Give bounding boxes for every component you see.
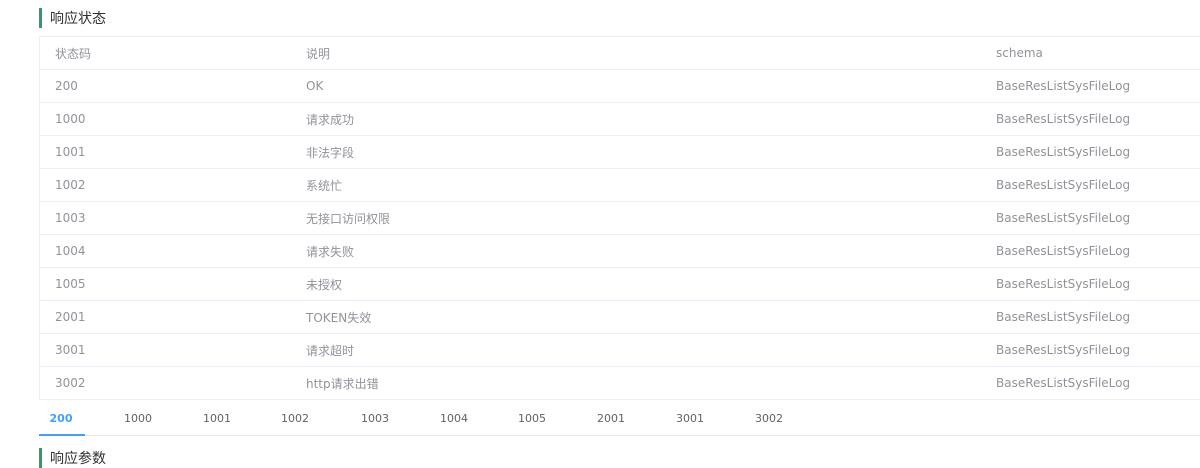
response-code-tabs: 200 1000 1001 1002 1003 1004 1005 2001 3001 3002 <box>39 400 1200 436</box>
schema-cell[interactable]: BaseResListSysFileLog <box>996 343 1131 357</box>
description-cell: 请求失败 <box>306 244 355 259</box>
status-code-cell: 1001 <box>55 145 86 159</box>
description-cell: 非法字段 <box>306 145 355 160</box>
table-row: 1005 未授权 BaseResListSysFileLog <box>40 268 1200 301</box>
tab-1005[interactable]: 1005 <box>518 411 546 425</box>
table-row: 2001 TOKEN失效 BaseResListSysFileLog <box>40 301 1200 334</box>
description-cell: 系统忙 <box>306 178 343 193</box>
response-status-title: 响应状态 <box>50 11 106 27</box>
table-row: 3001 请求超时 BaseResListSysFileLog <box>40 334 1200 367</box>
description-cell: 无接口访问权限 <box>306 211 391 226</box>
status-code-cell: 2001 <box>55 310 86 324</box>
status-code-cell: 3002 <box>55 376 86 390</box>
description-cell: http请求出错 <box>306 376 379 391</box>
status-code-cell: 1002 <box>55 178 86 192</box>
description-cell: OK <box>306 79 324 93</box>
schema-cell[interactable]: BaseResListSysFileLog <box>996 244 1131 258</box>
schema-cell[interactable]: BaseResListSysFileLog <box>996 310 1131 324</box>
status-code-cell: 1003 <box>55 211 86 225</box>
status-code-cell: 200 <box>55 79 78 93</box>
column-header-description: 说明 <box>306 46 331 61</box>
status-code-cell: 3001 <box>55 343 86 357</box>
table-row: 1004 请求失败 BaseResListSysFileLog <box>40 235 1200 268</box>
status-code-cell: 1004 <box>55 244 86 258</box>
tab-3002[interactable]: 3002 <box>755 411 783 425</box>
table-row: 3002 http请求出错 BaseResListSysFileLog <box>40 367 1200 400</box>
column-header-status-code: 状态码 <box>55 46 92 61</box>
tab-1004[interactable]: 1004 <box>440 411 468 425</box>
tab-3001[interactable]: 3001 <box>676 411 704 425</box>
schema-cell[interactable]: BaseResListSysFileLog <box>996 79 1131 93</box>
tab-2001[interactable]: 2001 <box>597 411 625 425</box>
table-row: 200 OK BaseResListSysFileLog <box>40 70 1200 103</box>
schema-cell[interactable]: BaseResListSysFileLog <box>996 376 1131 390</box>
table-row: 1000 请求成功 BaseResListSysFileLog <box>40 103 1200 136</box>
table-row: 1001 非法字段 BaseResListSysFileLog <box>40 136 1200 169</box>
description-cell: TOKEN失效 <box>306 310 372 325</box>
status-code-cell: 1005 <box>55 277 86 291</box>
schema-cell[interactable]: BaseResListSysFileLog <box>996 211 1131 225</box>
status-code-cell: 1000 <box>55 112 86 126</box>
active-tab-indicator <box>39 434 85 436</box>
tab-1003[interactable]: 1003 <box>361 411 389 425</box>
tab-1000[interactable]: 1000 <box>124 411 152 425</box>
table-header-row: 状态码 说明 schema <box>40 37 1200 70</box>
column-header-schema: schema <box>996 46 1043 60</box>
table-body: 200 OK BaseResListSysFileLog 1000 请求成功 BaseRe… <box>40 70 1200 400</box>
schema-cell[interactable]: BaseResListSysFileLog <box>996 277 1131 291</box>
response-params-title: 响应参数 <box>50 451 106 467</box>
schema-cell[interactable]: BaseResListSysFileLog <box>996 112 1131 126</box>
schema-cell[interactable]: BaseResListSysFileLog <box>996 145 1131 159</box>
response-params-heading: 响应参数 <box>39 448 106 468</box>
response-status-table: 状态码 说明 schema 200 OK BaseResListSysFileLog… <box>39 36 1200 400</box>
tab-1002[interactable]: 1002 <box>281 411 309 425</box>
table-row: 1002 系统忙 BaseResListSysFileLog <box>40 169 1200 202</box>
tab-1001[interactable]: 1001 <box>203 411 231 425</box>
table-row: 1003 无接口访问权限 BaseResListSysFileLog <box>40 202 1200 235</box>
description-cell: 请求成功 <box>306 112 355 127</box>
description-cell: 请求超时 <box>306 343 355 358</box>
tab-200[interactable]: 200 <box>49 411 73 425</box>
response-status-heading: 响应状态 <box>39 8 106 28</box>
description-cell: 未授权 <box>306 277 343 292</box>
schema-cell[interactable]: BaseResListSysFileLog <box>996 178 1131 192</box>
